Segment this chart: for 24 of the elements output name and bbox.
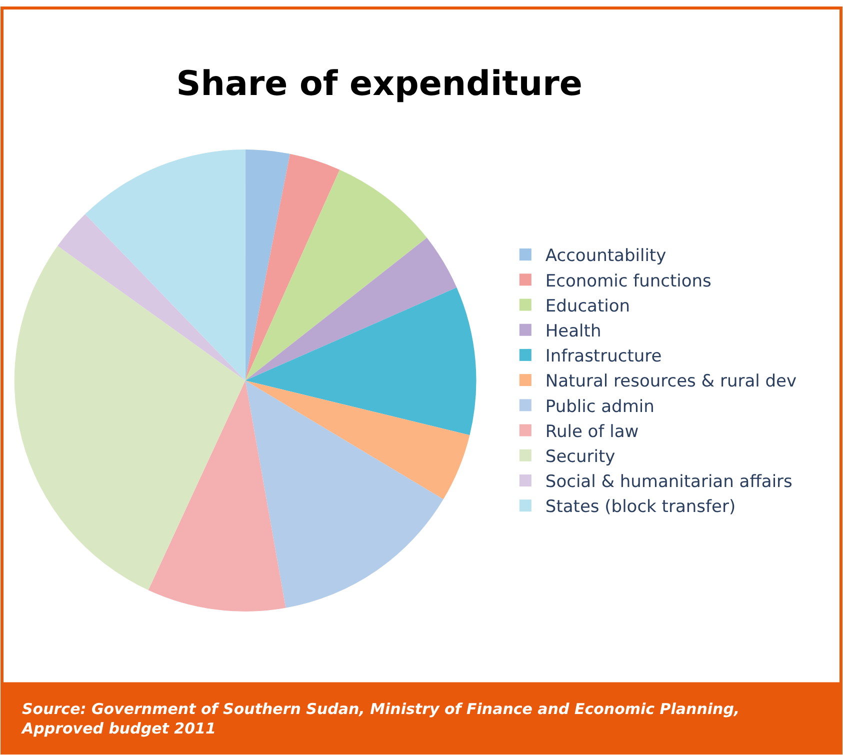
pie-slice — [58, 214, 246, 380]
source-note: Source: Government of Southern Sudan, Ministry of Finance and Economic Planning, Approved budget 2011 — [21, 700, 740, 738]
pie-slice — [245, 170, 427, 380]
legend-label: States (block transfer) — [545, 497, 736, 518]
legend-label: Infrastructure — [545, 346, 662, 367]
legend-label: Public admin — [545, 396, 654, 417]
legend-label: Education — [545, 296, 630, 316]
pie-slice — [245, 380, 470, 500]
legend-label: Rule of law — [545, 422, 639, 442]
legend-label: Natural resources & rural dev — [545, 372, 797, 392]
pie-slice — [245, 380, 444, 608]
pie-slice — [245, 238, 457, 380]
pie-slice — [14, 246, 246, 590]
pie-slice — [245, 150, 290, 380]
pie-slice — [245, 287, 476, 436]
pie-slice — [85, 150, 246, 380]
pie-slice — [245, 154, 340, 380]
legend-label: Social & humanitarian affairs — [545, 472, 793, 492]
legend-label: Economic functions — [545, 271, 712, 292]
legend-label: Security — [545, 446, 616, 467]
chart-title: Share of expenditure — [176, 64, 582, 104]
pie-slice — [148, 380, 286, 612]
legend-label: Accountability — [545, 246, 666, 266]
legend-label: Health — [545, 321, 602, 342]
